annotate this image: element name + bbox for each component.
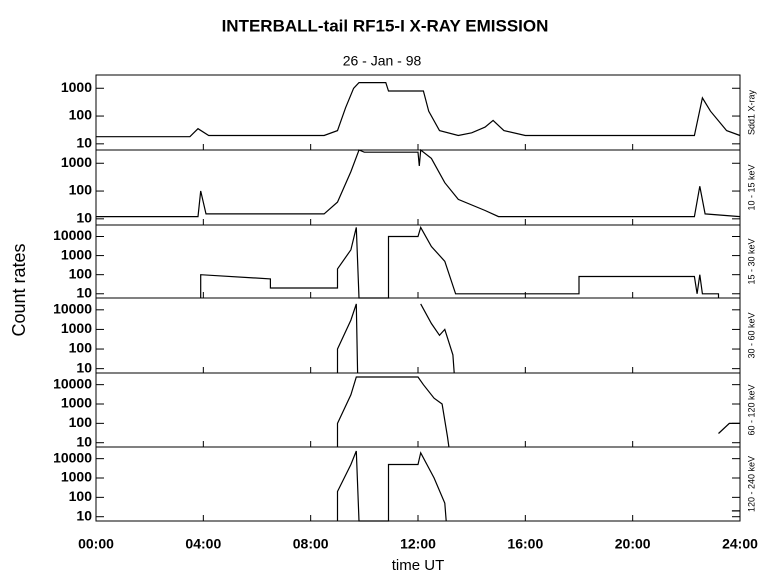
x-tick-label: 08:00 <box>293 536 329 552</box>
panel-frame <box>95 297 741 374</box>
chart-title: INTERBALL-tail RF15-I X-RAY EMISSION <box>222 16 549 35</box>
panel-frame <box>95 372 741 448</box>
panel-frame <box>95 74 741 151</box>
y-tick-label: 10 <box>76 210 92 226</box>
y-tick-label: 100 <box>69 414 93 430</box>
data-line <box>96 82 741 138</box>
x-tick-label: 12:00 <box>400 536 436 552</box>
y-tick-label: 10000 <box>53 375 92 391</box>
panel-label: Sdd1 X-ray <box>746 89 756 135</box>
data-line <box>336 376 740 448</box>
y-tick-label: 10 <box>76 135 92 151</box>
panel-label: 60 - 120 keV <box>746 384 756 435</box>
panel-label: 120 - 240 keV <box>746 456 756 512</box>
y-tick-label: 10000 <box>53 227 92 243</box>
data-line <box>336 450 740 522</box>
y-tick-label: 10000 <box>53 301 92 317</box>
x-axis-label: time UT <box>392 557 445 574</box>
y-tick-label: 10 <box>76 359 92 375</box>
y-axis-label: Count rates <box>9 243 29 336</box>
y-tick-label: 1000 <box>61 154 92 170</box>
y-tick-label: 1000 <box>61 320 92 336</box>
panel-label: 15 - 30 keV <box>746 238 756 284</box>
x-tick-label: 00:00 <box>78 536 114 552</box>
y-tick-label: 1000 <box>61 469 92 485</box>
y-tick-label: 10000 <box>53 449 92 465</box>
data-line <box>96 148 741 218</box>
y-tick-label: 10 <box>76 507 92 523</box>
y-tick-label: 100 <box>69 107 93 123</box>
x-tick-label: 20:00 <box>615 536 651 552</box>
panel-label: 30 - 60 keV <box>746 312 756 358</box>
y-tick-label: 1000 <box>61 395 92 411</box>
x-tick-label: 24:00 <box>722 536 758 552</box>
chart-subtitle: 26 - Jan - 98 <box>343 53 422 69</box>
panel-frame <box>95 446 741 522</box>
y-tick-label: 10 <box>76 433 92 449</box>
x-tick-label: 04:00 <box>185 536 221 552</box>
data-line <box>336 303 455 374</box>
y-tick-label: 10 <box>76 284 92 300</box>
y-tick-label: 100 <box>69 488 93 504</box>
y-tick-label: 100 <box>69 265 93 281</box>
panel-frame <box>95 149 741 226</box>
y-tick-label: 100 <box>69 340 93 356</box>
y-tick-label: 100 <box>69 182 93 198</box>
x-tick-label: 16:00 <box>507 536 543 552</box>
y-tick-label: 1000 <box>61 246 92 262</box>
data-line <box>200 225 720 299</box>
panel-label: 10 - 15 keV <box>746 164 756 210</box>
y-tick-label: 1000 <box>61 79 92 95</box>
